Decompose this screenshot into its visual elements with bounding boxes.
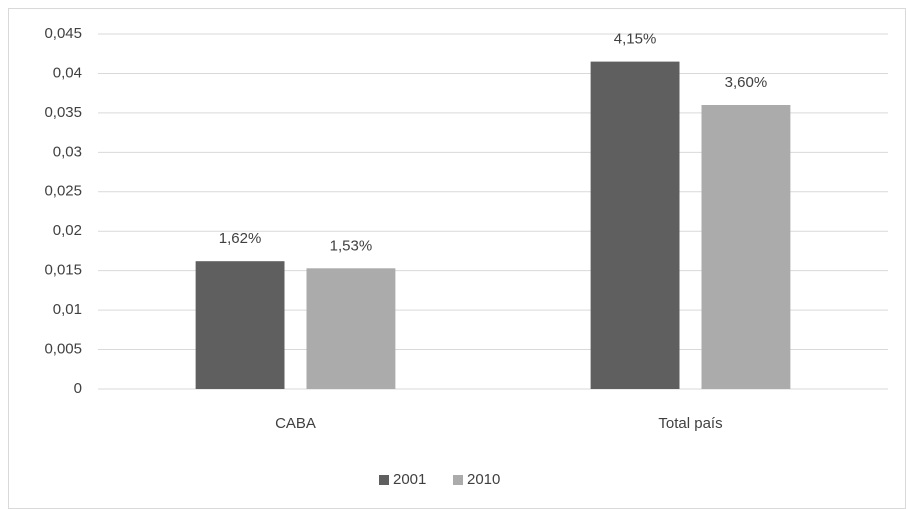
legend-label: 2001	[393, 471, 426, 488]
x-tick-label: Total país	[658, 415, 722, 432]
y-tick-label: 0,015	[44, 262, 82, 279]
legend-swatch	[379, 475, 389, 485]
y-tick-label: 0,03	[53, 143, 82, 160]
value-label: 1,62%	[219, 230, 262, 247]
bar	[306, 268, 396, 389]
value-label: 1,53%	[330, 237, 373, 254]
value-label: 3,60%	[725, 74, 768, 91]
y-tick-label: 0	[74, 380, 82, 397]
bar	[701, 105, 791, 389]
bar	[590, 61, 680, 389]
legend-label: 2010	[467, 471, 500, 488]
y-tick-label: 0,005	[44, 341, 82, 358]
value-label: 4,15%	[614, 31, 657, 48]
y-tick-label: 0,035	[44, 104, 82, 121]
y-tick-label: 0,04	[53, 64, 82, 81]
y-tick-label: 0,045	[44, 25, 82, 42]
legend-swatch	[453, 475, 463, 485]
y-tick-label: 0,01	[53, 301, 82, 318]
bar	[195, 261, 285, 389]
y-tick-label: 0,025	[44, 183, 82, 200]
y-tick-label: 0,02	[53, 222, 82, 239]
x-tick-label: CABA	[275, 415, 316, 432]
